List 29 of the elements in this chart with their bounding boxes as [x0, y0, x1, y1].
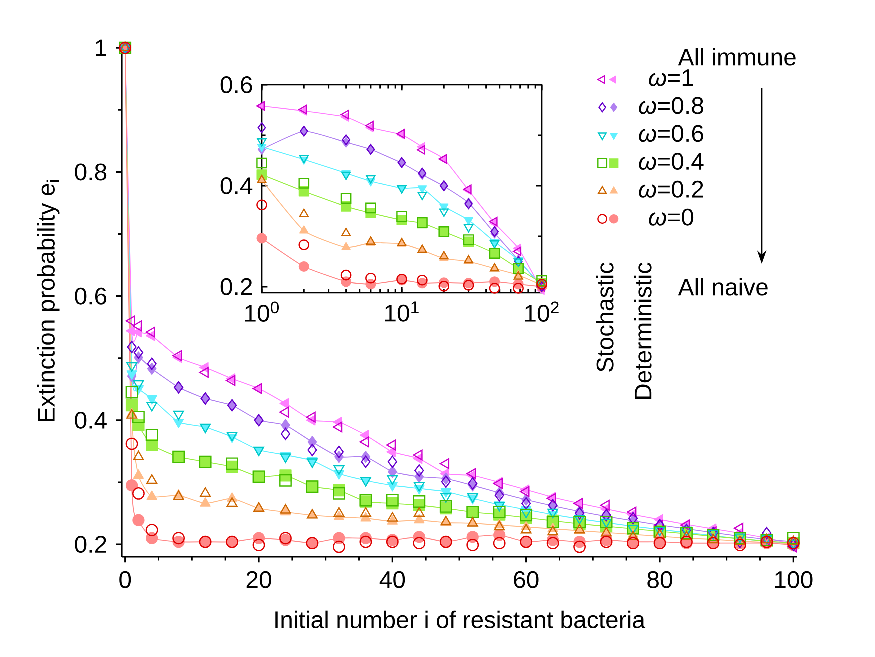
annotation: Deterministic	[634, 262, 652, 399]
x-tick-label: 100	[775, 571, 813, 588]
x-tick-label: 40	[380, 571, 406, 588]
legend-label: ω=0.6	[639, 125, 704, 142]
y-tick-label: 0.6	[75, 288, 107, 305]
annotation: All immune	[678, 48, 796, 66]
x-tick-label: 60	[514, 571, 539, 588]
y-tick-label: 0.6	[220, 76, 252, 94]
legend-label: ω=0.2	[639, 180, 704, 198]
y-tick-label: 1	[96, 40, 106, 56]
x-tick-label: 80	[648, 571, 672, 588]
x-tick-label: 10$^{0}$	[245, 302, 280, 322]
y-tick-label: 0.2	[75, 536, 106, 554]
y-tick-label: 0.4	[220, 177, 253, 194]
y-tick-label: 0.4	[75, 412, 107, 429]
y-axis-title: Extinction probability e$_{i}$	[37, 180, 60, 422]
x-tick-label: 10$^{2}$	[525, 302, 559, 322]
x-tick-label: 10$^{1}$	[385, 302, 419, 322]
x-tick-label: 20	[246, 571, 272, 588]
legend-label: ω=0.4	[639, 153, 704, 170]
annotation: All naive	[678, 278, 768, 296]
annotation: Stochastic	[596, 262, 614, 372]
legend-label: ω=0	[649, 208, 694, 226]
y-tick-label: 0.2	[220, 278, 252, 296]
legend-label: ω=0.8	[639, 97, 704, 114]
x-tick-label: 0	[120, 571, 132, 588]
y-tick-label: 0.8	[75, 164, 107, 181]
legend-label: ω=1	[649, 70, 694, 86]
x-axis-title: Initial number i of resistant bacteria	[276, 610, 646, 628]
